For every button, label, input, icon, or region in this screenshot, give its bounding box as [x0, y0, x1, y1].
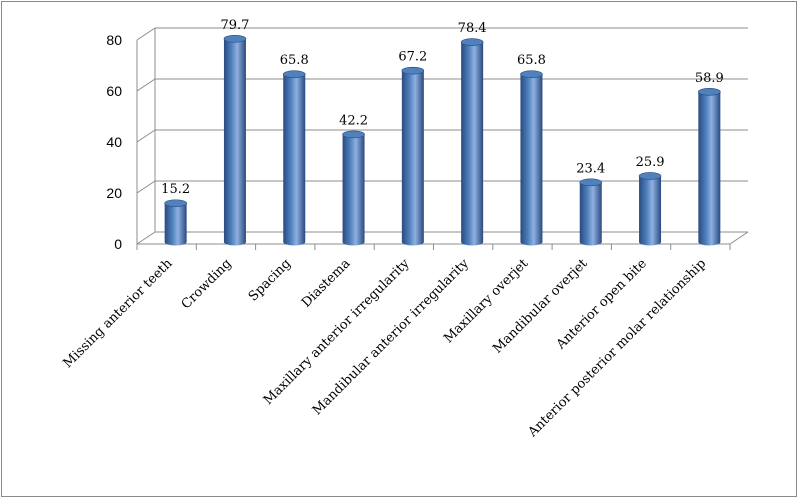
- bar: [638, 172, 662, 246]
- bar: [579, 178, 603, 246]
- data-label: 67.2: [398, 50, 427, 65]
- gridline-depth: [136, 78, 156, 92]
- bar: [698, 88, 721, 246]
- x-tick-label: Diastema: [299, 256, 354, 311]
- bar-top: [164, 199, 187, 208]
- bar: [223, 34, 247, 246]
- bar-body: [342, 134, 365, 246]
- bar-body: [639, 175, 662, 246]
- bar: [520, 70, 543, 246]
- bar: [342, 130, 365, 246]
- bar-top: [579, 178, 603, 187]
- floor-right-edge: [729, 231, 749, 245]
- y-tick-label: 80: [106, 32, 122, 48]
- gridline-depth: [136, 27, 156, 41]
- data-label: 23.4: [576, 161, 605, 176]
- bar-top: [520, 70, 543, 79]
- bar-body: [223, 38, 246, 246]
- data-label: 58.9: [695, 71, 724, 86]
- bar: [401, 66, 425, 246]
- data-label: 25.9: [636, 155, 665, 170]
- bar-top: [342, 130, 365, 139]
- bar-top: [401, 66, 425, 75]
- data-label: 65.8: [517, 53, 546, 68]
- y-tick-label: 60: [106, 83, 122, 99]
- x-tick-label: Missing anterior teeth: [61, 256, 176, 371]
- y-tick-label: 20: [106, 185, 122, 201]
- data-label: 15.2: [161, 182, 190, 197]
- bar-top: [638, 172, 662, 180]
- bar-top: [460, 38, 484, 46]
- bar-body: [461, 42, 484, 246]
- bar-top: [282, 70, 306, 79]
- gridlines: [136, 27, 749, 245]
- bar-body: [579, 182, 602, 246]
- bar-top: [698, 88, 721, 96]
- data-label: 42.2: [339, 113, 368, 128]
- bar: [164, 199, 187, 246]
- bar-body: [283, 74, 306, 246]
- gridline-depth: [136, 231, 156, 245]
- data-label: 78.4: [458, 21, 487, 36]
- bar: [282, 70, 306, 246]
- bar-body: [401, 70, 424, 246]
- gridline-depth: [136, 129, 156, 143]
- y-tick-label: 40: [106, 134, 122, 150]
- bar-top: [223, 34, 247, 43]
- y-tick-label: 0: [114, 236, 122, 252]
- gridline-depth: [136, 180, 156, 194]
- bar: [460, 38, 484, 246]
- x-tick-label: Crowding: [179, 256, 235, 312]
- bar-body: [698, 91, 721, 246]
- data-label: 79.7: [220, 18, 249, 33]
- x-tick-label: Spacing: [246, 256, 294, 304]
- data-label: 65.8: [280, 53, 309, 68]
- bar-body: [520, 74, 543, 246]
- bar-body: [164, 203, 187, 246]
